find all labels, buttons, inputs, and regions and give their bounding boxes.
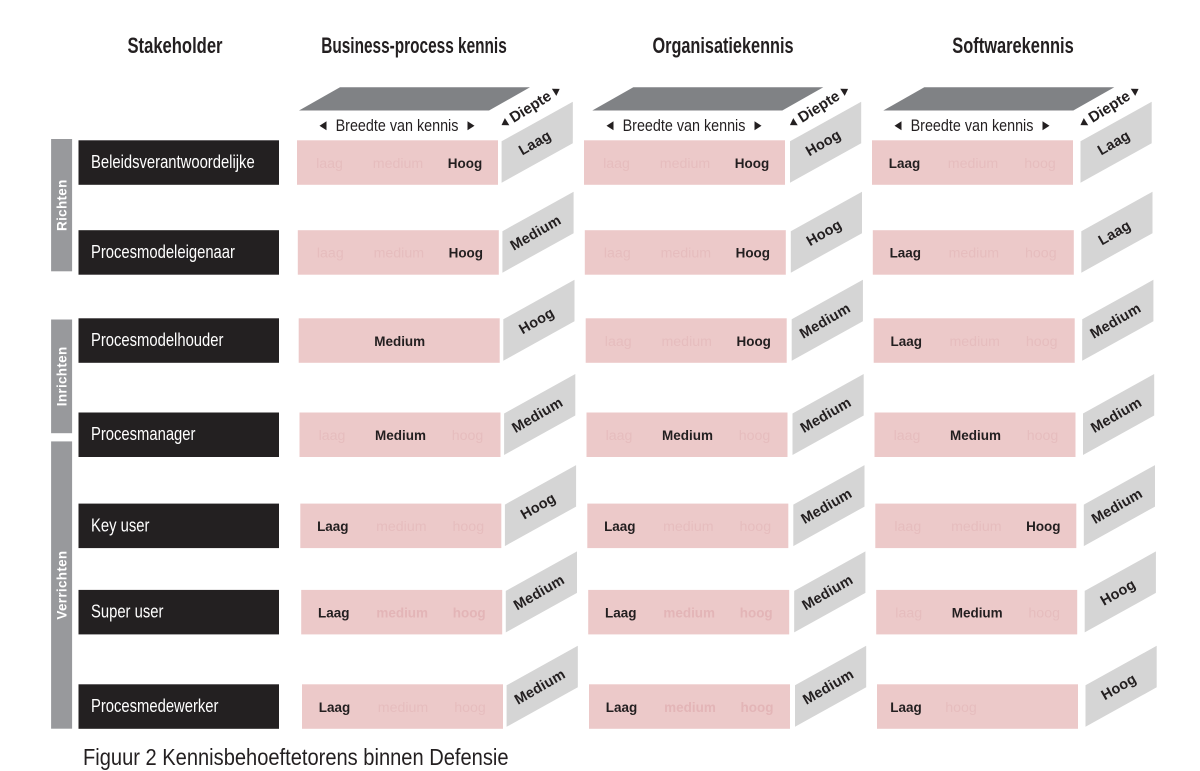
svg-text:Breedte van kennis: Breedte van kennis [623, 117, 746, 135]
svg-text:medium: medium [663, 604, 715, 620]
svg-text:Richten: Richten [55, 179, 70, 231]
svg-text:medium: medium [951, 519, 1001, 535]
svg-text:laag: laag [316, 156, 343, 172]
svg-text:medium: medium [376, 519, 426, 535]
svg-text:medium: medium [949, 246, 999, 262]
svg-text:Laag: Laag [319, 698, 350, 714]
svg-text:Breedte van kennis: Breedte van kennis [336, 117, 459, 135]
svg-text:hoog: hoog [1027, 428, 1059, 444]
svg-text:Breedte van kennis: Breedte van kennis [911, 117, 1034, 135]
svg-text:Organisatiekennis: Organisatiekennis [652, 34, 793, 59]
svg-text:Procesmodelhouder: Procesmodelhouder [91, 330, 224, 351]
svg-text:laag: laag [605, 334, 632, 350]
svg-text:Procesmanager: Procesmanager [91, 424, 196, 445]
svg-text:Hoog: Hoog [736, 244, 770, 260]
svg-text:Verrichten: Verrichten [55, 551, 70, 620]
svg-text:medium: medium [374, 246, 424, 262]
svg-text:medium: medium [661, 246, 711, 262]
svg-text:medium: medium [663, 519, 713, 535]
svg-text:hoog: hoog [453, 604, 486, 620]
svg-text:medium: medium [378, 700, 428, 716]
svg-text:hoog: hoog [1028, 605, 1060, 621]
svg-text:Medium: Medium [375, 427, 426, 443]
svg-text:laag: laag [895, 605, 922, 621]
svg-text:Medium: Medium [952, 604, 1003, 620]
svg-text:hoog: hoog [740, 519, 772, 535]
svg-text:Key user: Key user [91, 515, 150, 536]
svg-text:medium: medium [664, 698, 716, 714]
svg-text:medium: medium [376, 604, 428, 620]
svg-text:hoog: hoog [740, 604, 773, 620]
svg-text:Hoog: Hoog [448, 154, 482, 170]
svg-text:laag: laag [894, 428, 921, 444]
svg-text:Laag: Laag [890, 244, 921, 260]
svg-text:laag: laag [606, 428, 633, 444]
svg-text:Laag: Laag [890, 332, 921, 348]
svg-text:Super user: Super user [91, 601, 164, 622]
svg-text:medium: medium [660, 156, 710, 172]
svg-text:Medium: Medium [950, 427, 1001, 443]
svg-text:Procesmodeleigenaar: Procesmodeleigenaar [91, 241, 235, 262]
svg-text:Inrichten: Inrichten [55, 346, 70, 406]
svg-text:hoog: hoog [1025, 246, 1057, 262]
svg-text:hoog: hoog [741, 698, 774, 714]
svg-text:Laag: Laag [318, 604, 349, 620]
svg-text:Softwarekennis: Softwarekennis [952, 34, 1073, 59]
svg-text:hoog: hoog [453, 519, 485, 535]
svg-text:Stakeholder: Stakeholder [127, 34, 222, 59]
svg-text:Business-process kennis: Business-process kennis [321, 34, 507, 58]
svg-text:Medium: Medium [662, 427, 713, 443]
svg-text:Hoog: Hoog [735, 154, 769, 170]
svg-text:hoog: hoog [1024, 156, 1056, 172]
svg-text:laag: laag [603, 156, 630, 172]
svg-text:hoog: hoog [454, 700, 486, 716]
svg-text:hoog: hoog [945, 700, 977, 716]
svg-text:Hoog: Hoog [1026, 518, 1060, 534]
svg-text:medium: medium [948, 156, 998, 172]
svg-text:Procesmedewerker: Procesmedewerker [91, 695, 219, 716]
svg-text:Laag: Laag [317, 518, 348, 534]
svg-text:Hoog: Hoog [449, 244, 483, 260]
svg-text:hoog: hoog [452, 428, 484, 444]
svg-text:medium: medium [661, 334, 711, 350]
svg-text:medium: medium [373, 156, 423, 172]
svg-text:Laag: Laag [890, 698, 921, 714]
svg-text:Figuur 2 Kennisbehoeftetorens: Figuur 2 Kennisbehoeftetorens binnen Def… [83, 744, 509, 771]
svg-text:Medium: Medium [374, 332, 425, 348]
svg-text:hoog: hoog [1026, 334, 1058, 350]
svg-text:laag: laag [317, 246, 344, 262]
svg-text:Laag: Laag [605, 604, 636, 620]
svg-text:laag: laag [894, 519, 921, 535]
svg-text:laag: laag [319, 428, 346, 444]
svg-text:Laag: Laag [604, 518, 635, 534]
svg-text:Laag: Laag [889, 154, 920, 170]
svg-text:laag: laag [604, 246, 631, 262]
svg-text:Laag: Laag [606, 698, 637, 714]
svg-text:Hoog: Hoog [736, 332, 770, 348]
svg-text:Beleidsverantwoordelijke: Beleidsverantwoordelijke [91, 152, 255, 173]
svg-text:hoog: hoog [739, 428, 771, 444]
svg-text:medium: medium [949, 334, 999, 350]
